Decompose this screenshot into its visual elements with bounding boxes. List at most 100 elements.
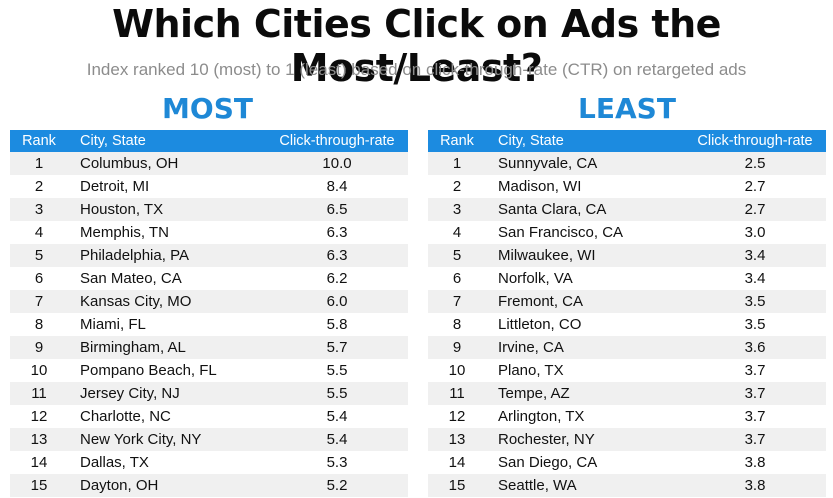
ctr-cell: 3.5 [744,293,766,310]
rank-cell: 15 [30,477,48,494]
city-cell: Arlington, TX [498,408,585,425]
rank-cell: 9 [452,339,462,356]
ctr-cell: 5.2 [326,477,348,494]
city-cell: Santa Clara, CA [498,201,607,218]
rank-cell: 11 [449,385,465,402]
ctr-cell: 3.7 [744,408,766,425]
column-header-ctr: Click-through-rate [697,133,813,149]
city-cell: Charlotte, NC [80,408,171,425]
city-cell: Detroit, MI [80,178,150,195]
city-cell: Dallas, TX [80,454,149,471]
table-row: 11 Tempe, AZ 3.7 [428,382,826,405]
ctr-cell: 6.3 [326,247,348,264]
city-cell: Jersey City, NJ [80,385,180,402]
rank-cell: 3 [452,201,462,218]
most-heading: MOST [162,92,253,125]
table-row: 7 Kansas City, MO 6.0 [10,290,408,313]
table-row: 3 Santa Clara, CA 2.7 [428,198,826,221]
table-row: 4 Memphis, TN 6.3 [10,221,408,244]
city-cell: Sunnyvale, CA [498,155,598,172]
rank-cell: 8 [452,316,462,333]
city-cell: Kansas City, MO [80,293,192,310]
ctr-cell: 2.5 [744,155,766,172]
rank-cell: 1 [34,155,44,172]
rank-cell: 13 [30,431,48,448]
rank-cell: 5 [34,247,44,264]
least-heading: LEAST [578,92,676,125]
column-header-city: City, State [498,133,564,149]
ctr-cell: 3.4 [744,247,766,264]
rank-cell: 15 [448,477,466,494]
ctr-cell: 5.4 [326,408,348,425]
ctr-cell: 5.7 [326,339,348,356]
least-table: Rank City, State Click-through-rate 1 Sun… [428,130,826,497]
ctr-cell: 2.7 [744,201,766,218]
ctr-cell: 3.0 [744,224,766,241]
table-row: 10 Pompano Beach, FL 5.5 [10,359,408,382]
rank-cell: 6 [452,270,462,287]
table-row: 13 Rochester, NY 3.7 [428,428,826,451]
city-cell: Philadelphia, PA [80,247,189,264]
ctr-cell: 6.3 [326,224,348,241]
most-table: Rank City, State Click-through-rate 1 Col… [10,130,408,497]
rank-cell: 5 [452,247,462,264]
page-subtitle: Index ranked 10 (most) to 1 (least) base… [86,60,747,79]
rank-cell: 10 [448,362,466,379]
ctr-cell: 5.4 [326,431,348,448]
city-cell: Miami, FL [80,316,146,333]
city-cell: Pompano Beach, FL [80,362,217,379]
table-row: 14 Dallas, TX 5.3 [10,451,408,474]
column-header-rank: Rank [22,133,56,149]
rank-cell: 4 [34,224,44,241]
city-cell: Memphis, TN [80,224,169,241]
rank-cell: 8 [34,316,44,333]
city-cell: Littleton, CO [498,316,582,333]
table-row: 12 Charlotte, NC 5.4 [10,405,408,428]
rank-cell: 7 [452,293,462,310]
city-cell: Milwaukee, WI [498,247,596,264]
rank-cell: 14 [448,454,466,471]
table-row: 8 Littleton, CO 3.5 [428,313,826,336]
table-row: 1 Columbus, OH 10.0 [10,152,408,175]
table-row: 9 Birmingham, AL 5.7 [10,336,408,359]
table-row: 2 Detroit, MI 8.4 [10,175,408,198]
table-row: 15 Dayton, OH 5.2 [10,474,408,497]
ctr-cell: 3.6 [744,339,766,356]
city-cell: San Mateo, CA [80,270,182,287]
ctr-cell: 3.7 [744,385,766,402]
city-cell: Birmingham, AL [80,339,186,356]
city-cell: New York City, NY [80,431,202,448]
city-cell: Fremont, CA [498,293,584,310]
ctr-cell: 2.7 [744,178,766,195]
table-row: 3 Houston, TX 6.5 [10,198,408,221]
ctr-cell: 5.5 [326,385,348,402]
rank-cell: 2 [452,178,462,195]
column-header-city: City, State [80,133,146,149]
rank-cell: 9 [34,339,44,356]
table-row: 8 Miami, FL 5.8 [10,313,408,336]
city-cell: San Diego, CA [498,454,598,471]
rank-cell: 4 [452,224,462,241]
rank-cell: 12 [30,408,48,425]
most-panel: MOST Rank City, State Click-through-rate… [10,92,408,497]
city-cell: Plano, TX [498,362,564,379]
city-cell: San Francisco, CA [498,224,624,241]
rank-cell: 6 [34,270,44,287]
table-row: 6 Norfolk, VA 3.4 [428,267,826,290]
ctr-cell: 3.7 [744,431,766,448]
city-cell: Seattle, WA [498,477,577,494]
table-row: 2 Madison, WI 2.7 [428,175,826,198]
ctr-cell: 3.8 [744,477,766,494]
city-cell: Houston, TX [80,201,164,218]
table-row: 9 Irvine, CA 3.6 [428,336,826,359]
table-row: 7 Fremont, CA 3.5 [428,290,826,313]
rank-cell: 1 [452,155,462,172]
table-row: 15 Seattle, WA 3.8 [428,474,826,497]
ctr-cell: 5.8 [326,316,348,333]
table-row: 12 Arlington, TX 3.7 [428,405,826,428]
ctr-cell: 5.5 [326,362,348,379]
ctr-cell: 5.3 [326,454,348,471]
city-cell: Norfolk, VA [498,270,573,287]
table-row: 10 Plano, TX 3.7 [428,359,826,382]
table-header-row: Rank City, State Click-through-rate [428,130,826,152]
